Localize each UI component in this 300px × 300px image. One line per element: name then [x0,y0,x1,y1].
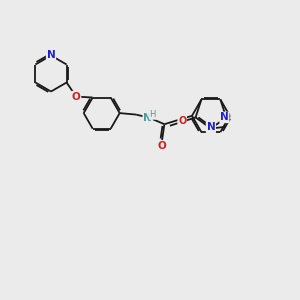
Text: N: N [143,112,152,123]
Text: H: H [149,110,156,119]
Text: N: N [220,112,229,122]
Text: O: O [178,116,186,126]
Text: N: N [46,50,56,61]
Text: O: O [158,141,166,151]
Text: N: N [206,122,215,132]
Text: O: O [72,92,81,102]
